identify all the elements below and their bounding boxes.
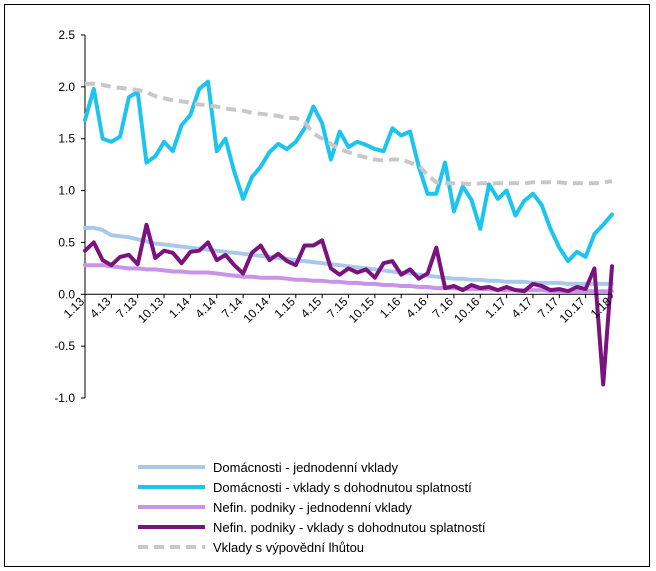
y-tick-label: 2.5 [58,28,75,42]
series-line-4 [83,222,614,387]
legend: Domácnosti - jednodenní vklady Domácnosti… [138,460,486,555]
x-tick-label: 10.14 [240,294,271,325]
y-tick-label: -0.5 [54,339,75,353]
y-tick-label: 0.0 [58,287,75,301]
x-tick-label: 1.15 [272,294,299,321]
legend-label-1: Domácnosti - jednodenní vklady [213,460,398,475]
x-tick-label: 1.16 [377,294,404,321]
x-tick-label: 1.14 [166,294,193,321]
series-layer [83,79,614,387]
chart-frame: 2.5 2.0 1.5 1.0 0.5 0.0 -0.5 -1.0 1.13 4.13 7.13 1… [4,4,650,567]
x-tick-label: 4.13 [87,294,114,321]
y-tick-label: 1.5 [58,132,75,146]
x-tick-label: 10.13 [135,294,166,325]
x-tick-label: 10.16 [451,294,482,325]
x-tick-label: 10.17 [557,294,588,325]
x-tick-label: 4.15 [298,294,325,321]
x-tick-label: 4.16 [403,294,430,321]
x-tick-label: 4.17 [509,294,536,321]
series-line-5 [85,81,613,187]
series-line-2 [83,79,614,264]
legend-label-3: Nefin. podniky - jednodenní vklady [213,500,412,515]
x-tick-label: 10.15 [346,294,377,325]
line-chart: 2.5 2.0 1.5 1.0 0.5 0.0 -0.5 -1.0 1.13 4.13 7.131… [54,28,614,555]
y-tick-label: -1.0 [54,391,75,405]
y-tick-label: 0.5 [58,235,75,249]
legend-label-4: Nefin. podniky - vklady s dohodnutou spl… [213,520,486,535]
y-axis: 2.5 2.0 1.5 1.0 0.5 0.0 -0.5 -1.0 [54,28,86,405]
x-tick-label: 1.17 [482,294,509,321]
y-tick-label: 2.0 [58,80,75,94]
x-tick-label: 4.14 [192,294,219,321]
y-tick-label: 1.0 [58,184,75,198]
series-line-1 [83,225,614,286]
legend-label-5: Vklady s výpovědní lhůtou [213,540,364,555]
legend-label-2: Domácnosti - vklady s dohodnutou splatno… [213,480,472,495]
